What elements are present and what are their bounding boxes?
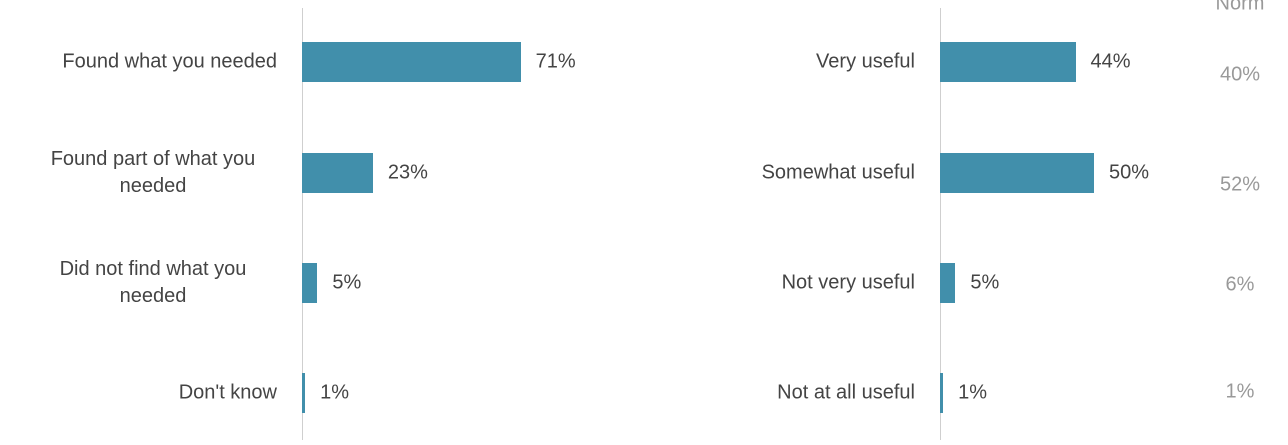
bar	[302, 373, 306, 413]
bar	[302, 153, 373, 193]
bar	[940, 42, 1076, 82]
category-label: Somewhat useful	[655, 160, 915, 187]
category-text: Somewhat useful	[761, 161, 915, 184]
category-label: Not at all useful	[655, 380, 915, 407]
category-label: Found what you needed	[17, 49, 277, 76]
axis-line	[940, 8, 941, 440]
bar	[302, 263, 318, 303]
category-text: Did not find what you needed	[59, 258, 247, 307]
norm-value: 52%	[1219, 173, 1261, 196]
category-text: Not very useful	[781, 271, 915, 294]
norm-value: 6%	[1225, 273, 1255, 296]
category-label: Don't know	[17, 380, 277, 407]
category-label: Found part of what you needed	[17, 146, 277, 200]
bar	[302, 42, 521, 82]
value-label: 71%	[535, 50, 576, 73]
bar	[940, 373, 944, 413]
category-text: Very useful	[816, 50, 915, 73]
bar	[940, 153, 1094, 193]
norm-value: 1%	[1225, 380, 1255, 403]
value-label: 50%	[1109, 161, 1150, 184]
value-label: 1%	[958, 381, 987, 404]
category-text: Found what you needed	[62, 50, 277, 73]
category-text: Not at all useful	[777, 381, 915, 404]
bar	[940, 263, 956, 303]
category-text: Found part of what you needed	[50, 148, 256, 197]
category-label: Very useful	[655, 49, 915, 76]
value-label: 23%	[387, 161, 428, 184]
value-label: 5%	[970, 271, 1000, 294]
value-label: 1%	[320, 381, 349, 404]
norm-title: Norm	[1215, 0, 1265, 15]
norm-value: 40%	[1219, 63, 1261, 86]
axis-line	[302, 8, 303, 440]
category-label: Did not find what you needed	[17, 256, 277, 310]
category-text: Don't know	[178, 381, 277, 404]
value-label: 5%	[332, 271, 362, 294]
category-label: Not very useful	[655, 270, 915, 297]
value-label: 44%	[1090, 50, 1131, 73]
